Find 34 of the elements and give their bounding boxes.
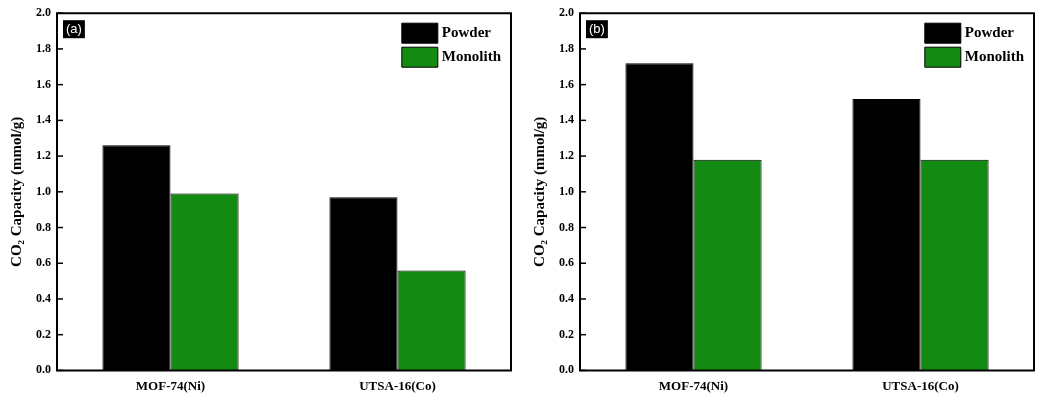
- x-tick-label: MOF-74(Ni): [135, 377, 206, 393]
- y-tick-label: 1.8: [559, 41, 574, 56]
- y-tick-label: 2.0: [36, 5, 51, 20]
- y-tick-label: 1.4: [36, 112, 51, 127]
- legend-label: Powder: [441, 24, 492, 41]
- y-tick-label: 1.4: [559, 112, 574, 127]
- annotation: (a): [66, 20, 82, 36]
- y-tick-label: 0.4: [559, 291, 574, 306]
- annotation: (b): [589, 20, 605, 36]
- y-tick-label: 1.6: [559, 76, 574, 91]
- y-tick-label: 2.0: [559, 5, 574, 20]
- y-tick-label: 1.2: [36, 148, 51, 163]
- y-tick-label: 0.6: [559, 255, 574, 270]
- y-tick-label: 1.0: [559, 183, 574, 198]
- y-tick-label: 0.0: [559, 362, 574, 377]
- y-tick-label: 1.6: [36, 76, 51, 91]
- y-tick-label: 0.8: [36, 219, 51, 234]
- y-tick-label: 0.2: [36, 326, 51, 341]
- x-tick-label: UTSA-16(Co): [882, 377, 959, 393]
- y-tick-label: 1.2: [559, 148, 574, 163]
- legend-label: Monolith: [964, 48, 1025, 65]
- y-tick-label: 1.8: [36, 41, 51, 56]
- y-axis-title: CO₂ Capacity (mmol/g): [7, 116, 25, 267]
- x-tick-label: MOF-74(Ni): [658, 377, 729, 393]
- legend-label: Powder: [964, 24, 1015, 41]
- y-tick-label: 0.0: [36, 362, 51, 377]
- y-tick-label: 0.4: [36, 291, 51, 306]
- x-tick-label: UTSA-16(Co): [359, 377, 436, 393]
- y-tick-label: 1.0: [36, 183, 51, 198]
- y-axis-title: CO₂ Capacity (mmol/g): [530, 116, 548, 267]
- y-tick-label: 0.6: [36, 255, 51, 270]
- y-tick-label: 0.8: [559, 219, 574, 234]
- legend-label: Monolith: [441, 48, 502, 65]
- y-tick-label: 0.2: [559, 326, 574, 341]
